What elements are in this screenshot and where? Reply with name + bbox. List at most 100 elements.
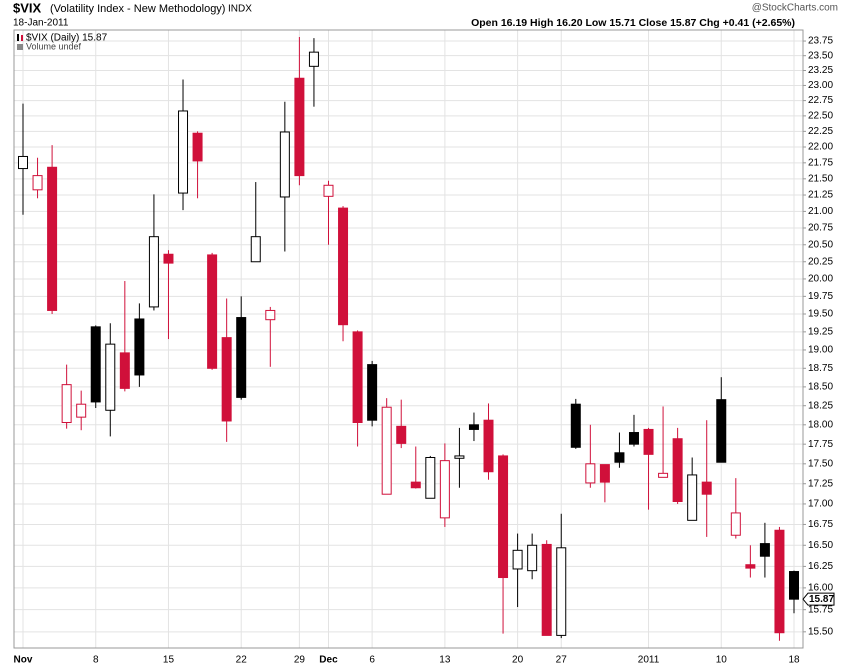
y-tick-label: 23.50 <box>808 50 833 61</box>
x-tick-label: 20 <box>512 655 524 666</box>
y-tick-label: 17.75 <box>808 439 833 450</box>
candle-body <box>47 166 58 311</box>
candle-body <box>614 452 625 463</box>
y-tick-label: 18.00 <box>808 419 833 430</box>
candle-body <box>701 481 712 495</box>
date: 18-Jan-2011 <box>13 18 69 29</box>
candle-body <box>716 399 727 463</box>
quote: Open 16.19 High 16.20 Low 15.71 Close 15… <box>471 17 795 29</box>
candle-body <box>454 455 465 459</box>
y-tick-label: 22.75 <box>808 95 833 106</box>
candle-body <box>90 326 101 403</box>
x-tick-label: 6 <box>369 655 375 666</box>
candle-body <box>265 309 276 321</box>
y-tick-label: 16.50 <box>808 540 833 551</box>
y-tick-label: 18.50 <box>808 382 833 393</box>
volume-icon <box>17 44 23 50</box>
candle-body <box>585 463 596 484</box>
candle-body <box>163 253 174 264</box>
plot-frame <box>13 29 804 649</box>
candle-body <box>527 544 538 572</box>
chart-subtitle: (Volatility Index - New Methodology) <box>50 3 225 15</box>
candle-body <box>207 254 218 369</box>
candle-body <box>570 403 581 448</box>
legend-label: $VIX (Daily) 15.87 <box>26 33 108 44</box>
candle-body <box>789 571 799 600</box>
legend: $VIX (Daily) 15.87 Volume undef <box>17 33 108 51</box>
x-tick-label: 2011 <box>638 655 660 666</box>
x-tick-label: 29 <box>294 655 306 666</box>
exchange: INDX <box>228 4 252 15</box>
candle-body <box>308 51 319 67</box>
legend-icon <box>21 35 23 41</box>
y-tick-label: 16.25 <box>808 561 833 572</box>
candle-body <box>381 406 392 495</box>
candle-body <box>192 132 203 162</box>
y-tick-label: 19.00 <box>808 345 833 356</box>
y-tick-label: 20.50 <box>808 239 833 250</box>
candle-body <box>76 403 87 418</box>
candle-body <box>774 529 785 634</box>
candle-body <box>32 175 43 191</box>
volume-note: Volume undef <box>26 41 82 51</box>
x-tick-label: Nov <box>14 655 33 666</box>
candle-body <box>134 318 145 376</box>
y-tick-label: 16.00 <box>808 583 833 594</box>
candle-body <box>730 512 741 536</box>
candle-body <box>439 460 450 519</box>
legend-icon <box>17 34 19 41</box>
candle-body <box>18 155 28 170</box>
candle-body <box>410 481 421 489</box>
candle-body <box>338 207 349 326</box>
chart-title: $VIX <box>13 0 42 15</box>
candle-body <box>541 543 552 636</box>
candle-body <box>236 317 247 398</box>
candle-body <box>658 472 669 478</box>
candle-body <box>367 364 378 421</box>
candle-body <box>396 425 407 444</box>
y-tick-label: 20.75 <box>808 223 833 234</box>
y-tick-label: 18.75 <box>808 363 833 374</box>
y-tick-label: 19.50 <box>808 309 833 320</box>
y-tick-label: 22.25 <box>808 126 833 137</box>
y-tick-label: 23.75 <box>808 36 833 47</box>
y-tick-label: 22.00 <box>808 142 833 153</box>
candle-body <box>323 184 334 197</box>
candle-body <box>352 331 363 424</box>
candle-body <box>250 236 261 263</box>
y-tick-label: 17.00 <box>808 499 833 510</box>
y-tick-label: 21.25 <box>808 190 833 201</box>
y-tick-label: 21.50 <box>808 173 833 184</box>
candle-body <box>61 384 72 424</box>
x-tick-label: 10 <box>716 655 728 666</box>
candle-body <box>556 547 567 636</box>
candle-body <box>483 419 494 473</box>
y-tick-label: 16.75 <box>808 519 833 530</box>
x-tick-label: 18 <box>788 655 800 666</box>
y-tick-label: 23.25 <box>808 65 833 76</box>
x-tick-label: 13 <box>439 655 451 666</box>
candle-body <box>294 77 305 177</box>
y-tick-label: 23.00 <box>808 80 833 91</box>
y-tick-label: 21.75 <box>808 157 833 168</box>
candle-body <box>468 424 479 430</box>
credit: @StockCharts.com <box>752 3 838 14</box>
y-tick-label: 15.75 <box>808 604 833 615</box>
y-tick-label: 19.75 <box>808 291 833 302</box>
y-tick-label: 20.25 <box>808 256 833 267</box>
candle-body <box>119 352 130 389</box>
x-tick-label: 8 <box>93 655 99 666</box>
y-tick-label: 18.25 <box>808 400 833 411</box>
y-tick-label: 22.50 <box>808 111 833 122</box>
candle-body <box>687 474 698 521</box>
candle-body <box>425 456 436 499</box>
candle-body <box>643 428 654 455</box>
candle-body <box>512 549 523 570</box>
y-tick-label: 17.25 <box>808 478 833 489</box>
y-tick-label: 20.00 <box>808 274 833 285</box>
y-tick-label: 15.50 <box>808 626 833 637</box>
y-tick-label: 21.00 <box>808 206 833 217</box>
candle-body <box>628 432 639 445</box>
x-tick-label: 27 <box>556 655 568 666</box>
